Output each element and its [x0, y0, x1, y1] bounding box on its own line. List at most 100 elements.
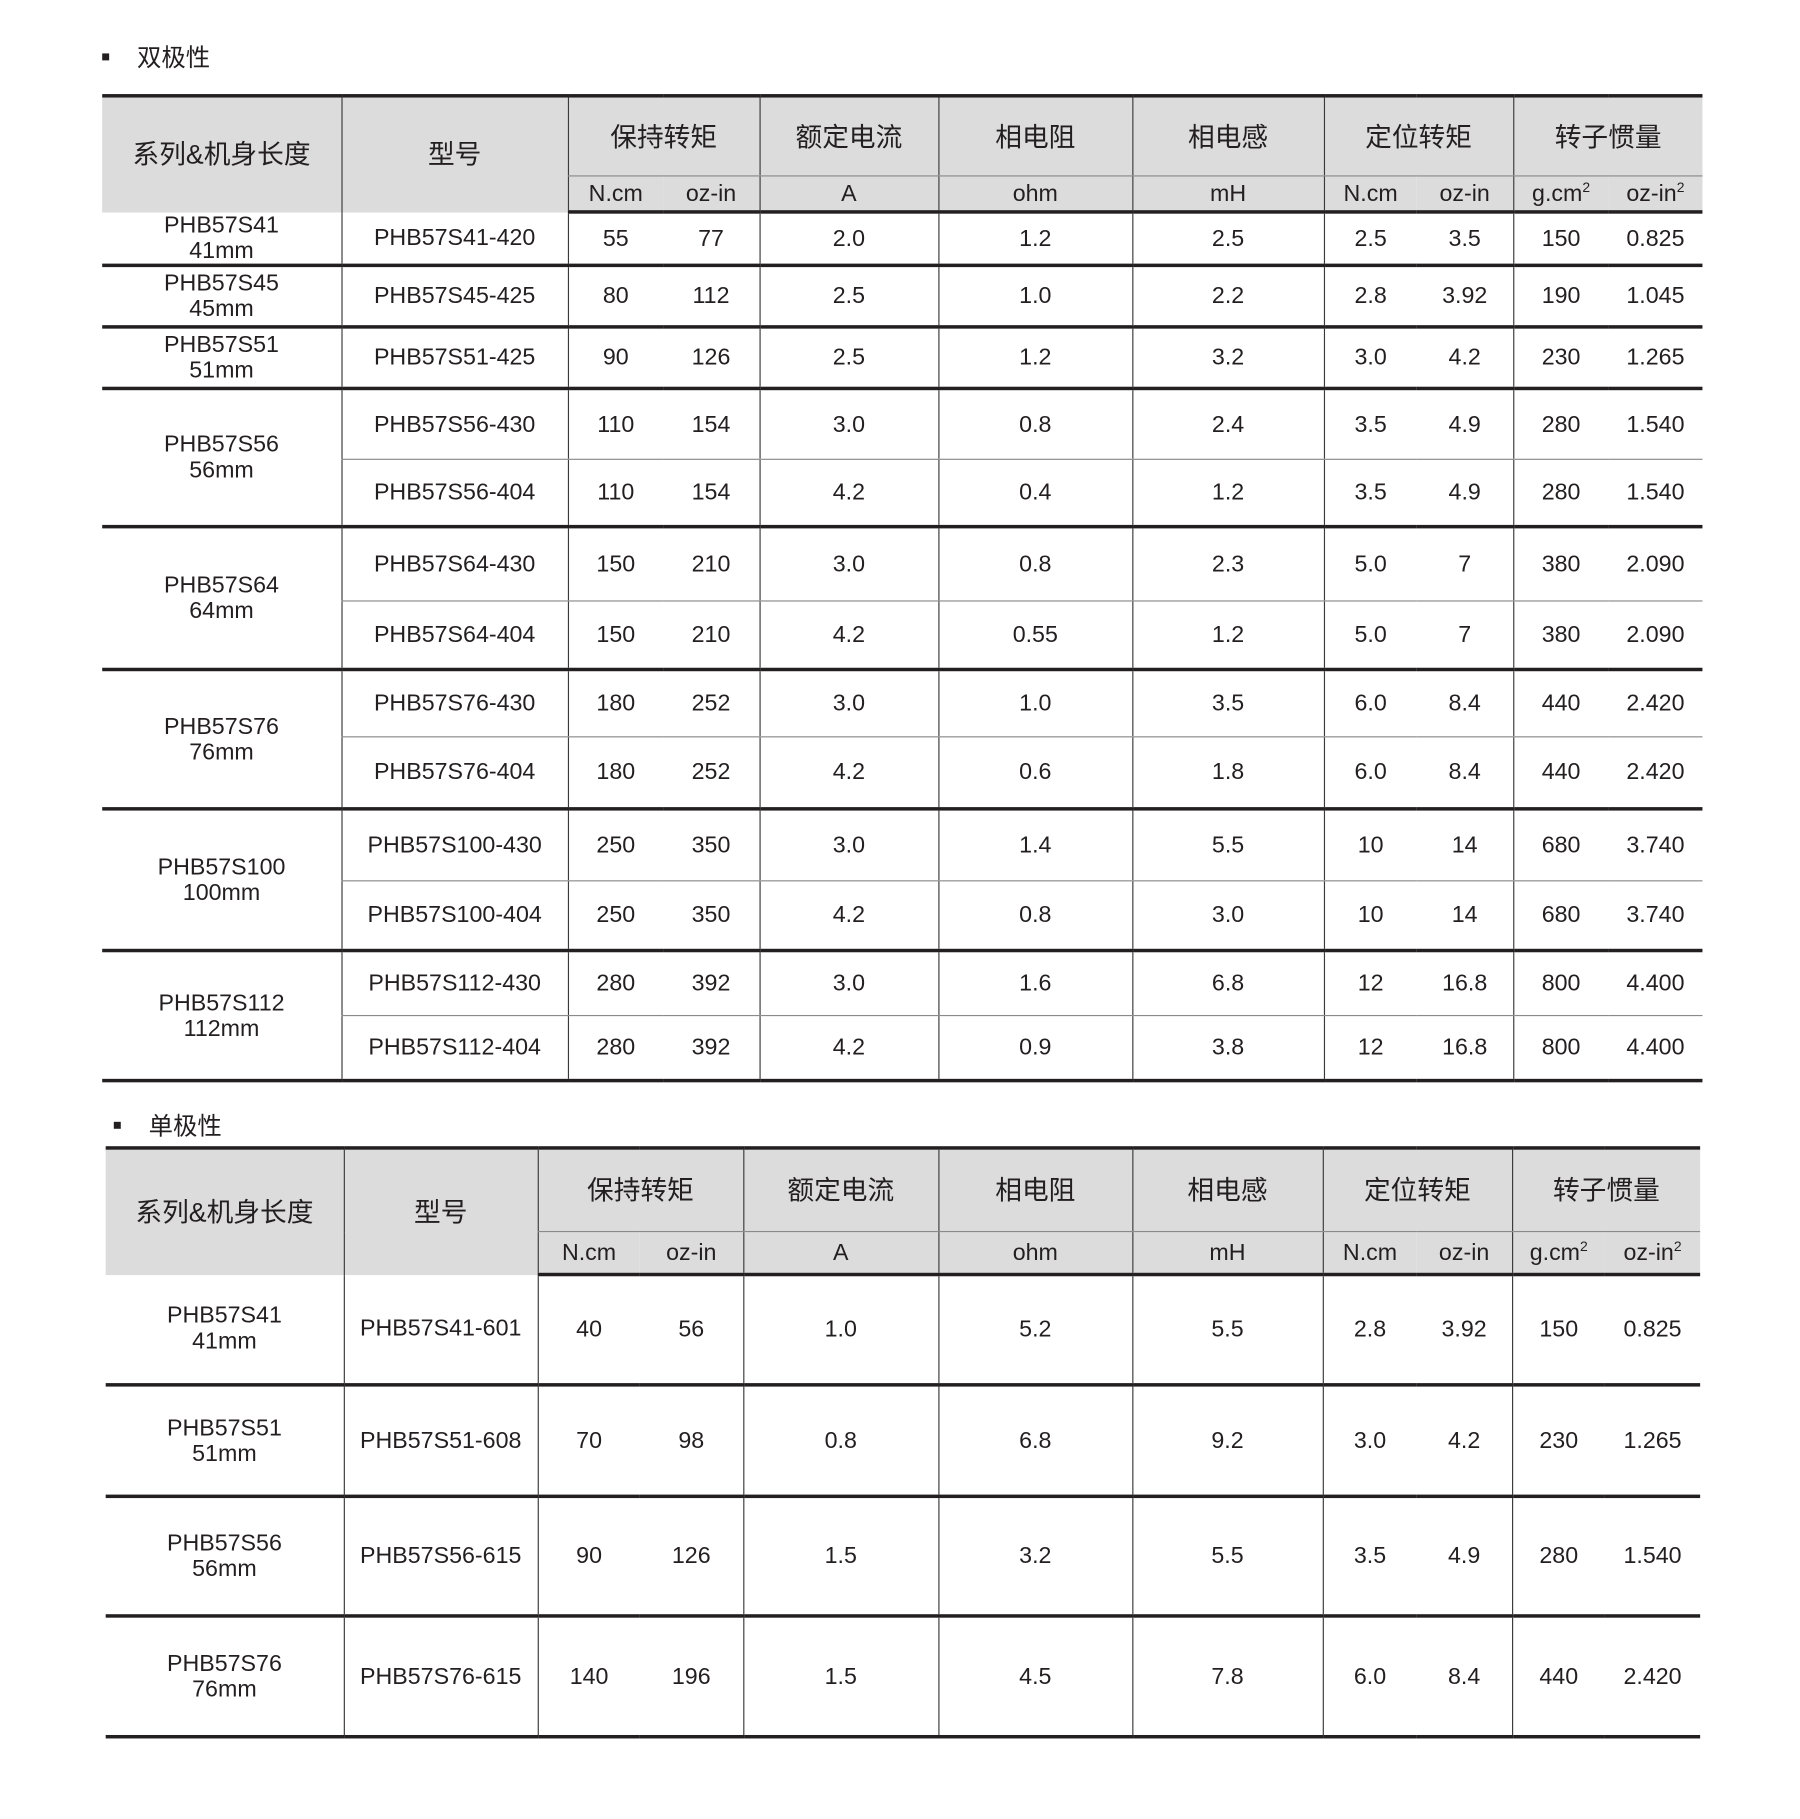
- cell-detent-ozin: 7: [1416, 526, 1514, 602]
- series-cell: PHB57S45 45mm: [102, 265, 342, 329]
- cell-holding-ozin: 126: [663, 326, 760, 391]
- superscript-2: 2: [1580, 1237, 1588, 1255]
- cell-phase-resistance: 0.9: [937, 1015, 1133, 1083]
- cell-holding-ncm: 40: [537, 1274, 640, 1387]
- unipolar-spec-table: 系列&机身长度 型号 保持转矩 额定电流 相电阻 相电感 定位转矩 转子惯量 N.cm oz-in…: [105, 1146, 1701, 1739]
- cell-model: PHB57S76-615: [343, 1615, 538, 1739]
- unit-detent-ncm: N.cm: [1323, 175, 1417, 214]
- cell-model: PHB57S64-430: [340, 526, 568, 602]
- unit-current-text: A: [833, 1239, 849, 1266]
- series-length: 51mm: [192, 1440, 257, 1467]
- cell-inertia-gcm: 680: [1512, 880, 1609, 953]
- table-row: PHB57S56 56mm PHB57S56-615 90 126 1.5 3.2 5.5 3.…: [105, 1496, 1701, 1618]
- cell-inertia-ozin: 4.400: [1608, 950, 1703, 1017]
- unit-detent-ozin: oz-in: [1416, 175, 1514, 214]
- cell-phase-inductance: 2.4: [1131, 388, 1324, 460]
- series-length: 76mm: [192, 1676, 257, 1702]
- cell-phase-resistance: 1.0: [937, 669, 1133, 738]
- cell-inertia-gcm: 380: [1512, 600, 1609, 672]
- cell-phase-resistance: 1.0: [937, 265, 1133, 329]
- cell-detent-ozin: 4.2: [1416, 1384, 1513, 1499]
- cell-detent-ozin: 4.2: [1416, 326, 1514, 391]
- cell-detent-ncm: 3.5: [1323, 459, 1417, 529]
- cell-inertia-gcm: 800: [1512, 950, 1609, 1017]
- unit-inductance: mH: [1131, 1231, 1323, 1277]
- series-name: PHB57S56: [166, 1530, 282, 1557]
- cell-inertia-ozin: 1.265: [1604, 1384, 1701, 1499]
- cell-holding-ncm: 280: [567, 950, 664, 1017]
- unit-detent-ncm: N.cm: [1322, 1231, 1417, 1277]
- cell-model: PHB57S64-404: [340, 600, 568, 672]
- cell-detent-ozin: 4.9: [1416, 459, 1514, 529]
- section-title-text: 单极性: [148, 1113, 222, 1141]
- cell-phase-resistance: 0.8: [937, 526, 1133, 602]
- cell-holding-ozin: 350: [663, 880, 760, 953]
- cell-detent-ozin: 3.92: [1416, 1274, 1513, 1387]
- cell-inertia-gcm: 440: [1512, 736, 1609, 811]
- cell-phase-resistance: 5.2: [937, 1274, 1133, 1387]
- unit-holding-ozin-text: oz-in: [666, 1239, 717, 1266]
- series-length: 56mm: [192, 1556, 257, 1582]
- cell-rated-current: 4.2: [758, 1015, 939, 1083]
- cell-inertia-gcm: 440: [1512, 669, 1609, 738]
- cell-inertia-ozin: 3.740: [1608, 808, 1703, 882]
- header-phase-resistance: 相电阻: [937, 1146, 1133, 1233]
- unit-resistance-text: ohm: [1012, 1239, 1058, 1266]
- cell-inertia-gcm: 280: [1511, 1496, 1605, 1618]
- cell-inertia-ozin: 2.090: [1608, 526, 1703, 602]
- cell-inertia-gcm: 680: [1512, 808, 1609, 882]
- series-cell: PHB57S51 51mm: [105, 1384, 344, 1499]
- cell-detent-ncm: 6.0: [1322, 1615, 1417, 1739]
- series-cell: PHB57S56 56mm: [105, 1496, 344, 1618]
- cell-detent-ncm: 6.0: [1323, 669, 1417, 738]
- unit-inertia-gcm-text: g.cm: [1529, 1239, 1581, 1266]
- series-cell: PHB57S76 76mm: [102, 669, 342, 811]
- superscript-2: 2: [1673, 1237, 1682, 1255]
- table-row: PHB57S51 51mm PHB57S51-608 70 98 0.8 6.8 9.2 3.0…: [105, 1384, 1701, 1499]
- cell-detent-ozin: 14: [1416, 808, 1514, 882]
- cell-rated-current: 0.8: [742, 1384, 939, 1499]
- bipolar-spec-table: 系列&机身长度 型号 保持转矩 额定电流 相电阻 相电感 定位转矩 转子惯量 N.cm oz-in…: [102, 94, 1703, 1083]
- table-row: PHB57S56-404 110 154 4.2 0.4 1.2 3.5 4.9 280 1.54…: [102, 459, 1703, 529]
- cell-detent-ncm: 12: [1323, 950, 1417, 1017]
- cell-detent-ozin: 8.4: [1416, 669, 1514, 738]
- cell-holding-ozin: 154: [663, 459, 760, 529]
- cell-inertia-ozin: 1.540: [1604, 1496, 1701, 1618]
- table-row: PHB57S51 51mm PHB57S51-425 90 126 2.5 1.2 3.2 3.…: [102, 326, 1703, 391]
- cell-rated-current: 2.0: [758, 211, 939, 268]
- cell-detent-ncm: 10: [1323, 880, 1417, 953]
- cell-rated-current: 4.2: [758, 880, 939, 953]
- cell-holding-ozin: 392: [663, 1015, 760, 1083]
- cell-detent-ozin: 3.5: [1416, 211, 1514, 268]
- cell-phase-resistance: 0.6: [937, 736, 1133, 811]
- cell-holding-ozin: 392: [663, 950, 760, 1017]
- cell-holding-ncm: 180: [567, 669, 664, 738]
- cell-model: PHB57S45-425: [340, 265, 568, 329]
- unit-detent-ozin-text: oz-in: [1438, 1239, 1490, 1266]
- unit-inertia-ozin: oz-in2: [1604, 1231, 1701, 1277]
- cell-holding-ozin: 252: [663, 736, 760, 811]
- unit-inductance-text: mH: [1210, 180, 1247, 207]
- cell-model: PHB57S56-404: [340, 459, 568, 529]
- table-row: PHB57S56 56mm PHB57S56-430 110 154 3.0 0.8 2.4 3…: [102, 388, 1703, 529]
- cell-detent-ncm: 2.8: [1322, 1274, 1417, 1387]
- cell-phase-resistance: 1.6: [937, 950, 1133, 1017]
- series-cell: PHB57S64 64mm: [102, 526, 342, 672]
- unit-resistance-text: ohm: [1012, 180, 1058, 207]
- cell-phase-resistance: 0.8: [937, 388, 1133, 460]
- series-length: 56mm: [189, 457, 254, 484]
- cell-phase-inductance: 9.2: [1131, 1384, 1323, 1499]
- series-name: PHB57S56: [164, 432, 279, 458]
- cell-phase-resistance: 0.4: [937, 459, 1133, 529]
- cell-inertia-ozin: 1.045: [1608, 265, 1703, 329]
- table-row: PHB57S64 64mm PHB57S64-430 150 210 3.0 0.8 2.3 5…: [102, 526, 1703, 672]
- cell-holding-ozin: 210: [663, 526, 760, 602]
- cell-inertia-gcm: 280: [1512, 459, 1609, 529]
- cell-model: PHB57S41-420: [340, 211, 568, 268]
- cell-phase-inductance: 7.8: [1131, 1615, 1323, 1739]
- cell-inertia-ozin: 0.825: [1604, 1274, 1701, 1387]
- cell-holding-ozin: 98: [639, 1384, 744, 1499]
- cell-inertia-gcm: 440: [1511, 1615, 1605, 1739]
- header-rotor-inertia: 转子惯量: [1511, 1146, 1701, 1233]
- cell-holding-ncm: 180: [567, 736, 664, 811]
